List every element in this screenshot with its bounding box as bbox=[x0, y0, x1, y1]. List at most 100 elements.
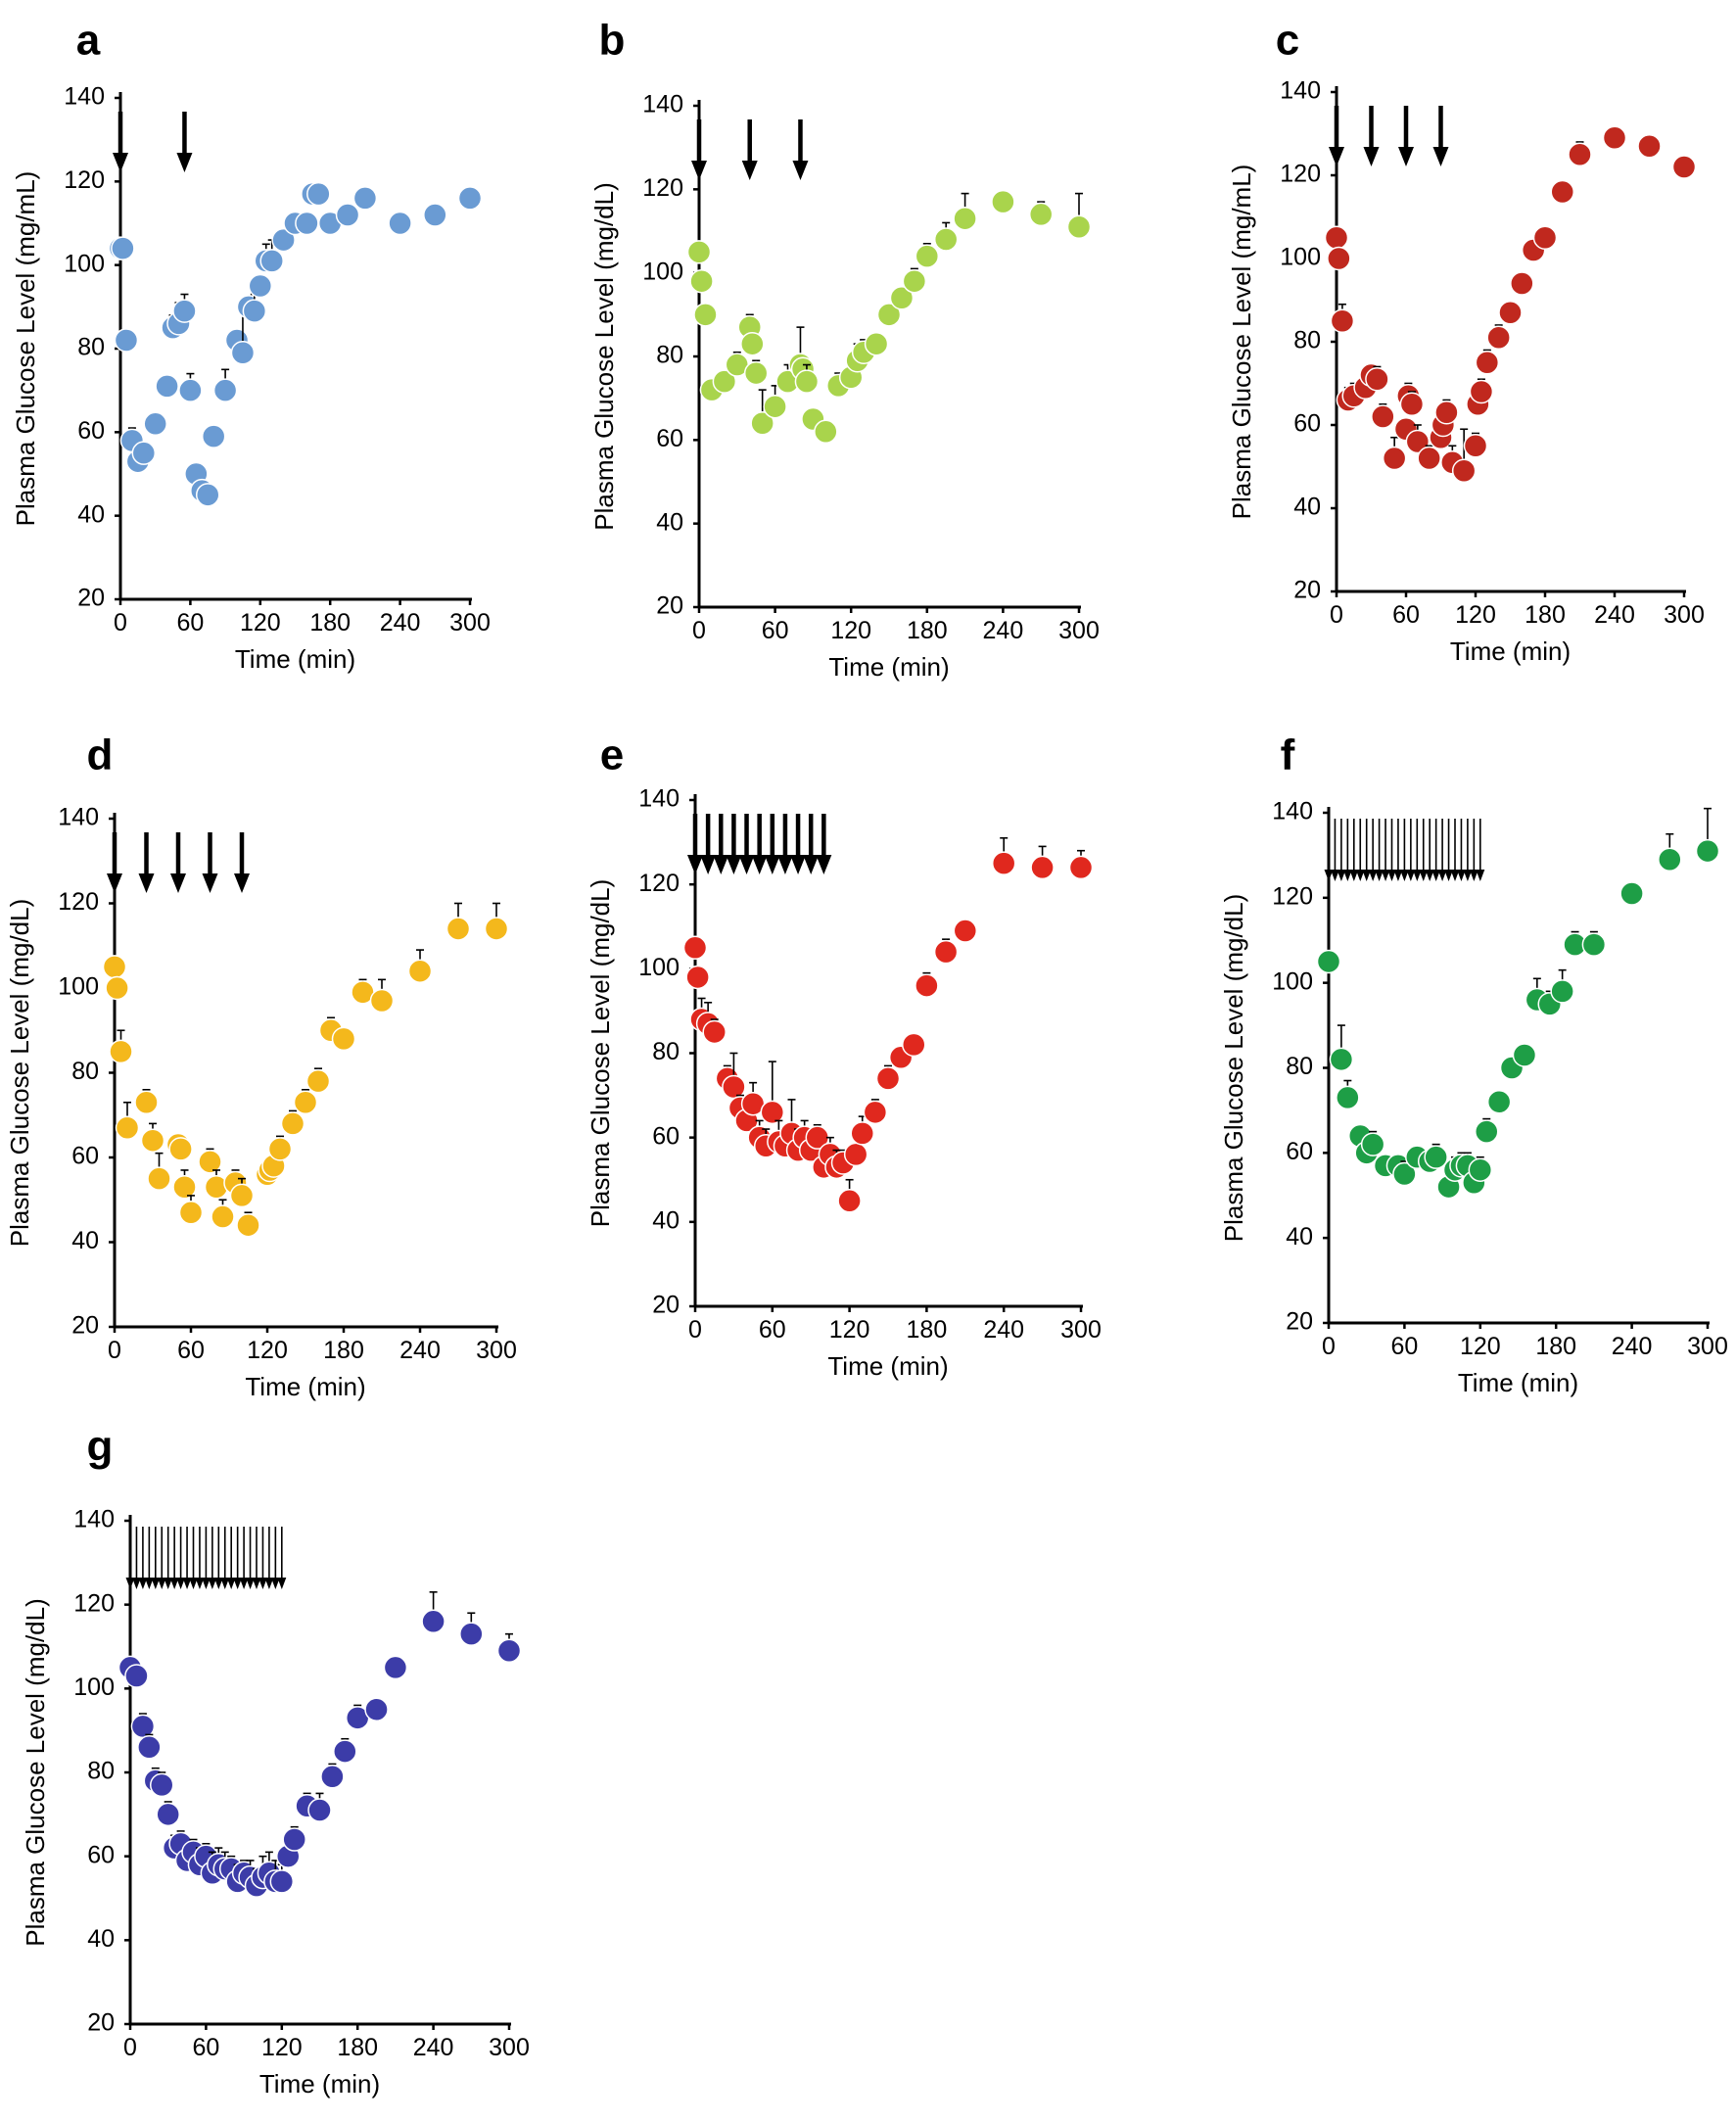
y-tick-label: 80 bbox=[656, 342, 683, 369]
data-point bbox=[1475, 1119, 1499, 1144]
y-tick-label: 100 bbox=[1280, 244, 1321, 271]
x-tick-label: 180 bbox=[337, 2034, 378, 2061]
x-axis-title: Time (min) bbox=[1450, 637, 1571, 666]
data-point bbox=[293, 1090, 318, 1115]
dose-arrow bbox=[246, 1527, 256, 1589]
chart-svg-e: e 20 40 60 80 100 120 140 0 60 120 180 240 300 Time (m… bbox=[586, 731, 1102, 1381]
data-point bbox=[1360, 1132, 1385, 1156]
data-point bbox=[282, 1827, 306, 1852]
x-tick-label: 60 bbox=[759, 1316, 786, 1344]
y-tick-label: 40 bbox=[1286, 1223, 1313, 1250]
data-point bbox=[1336, 1085, 1360, 1110]
dose-arrow bbox=[258, 1527, 267, 1589]
x-tick-label: 60 bbox=[1392, 601, 1420, 629]
x-tick-label: 120 bbox=[1460, 1333, 1501, 1360]
chart-panel-b: b 20 40 60 80 100 120 140 0 60 120 180 240 300 Time (m… bbox=[578, 0, 1126, 705]
data-point bbox=[1066, 214, 1092, 239]
dose-arrow bbox=[1337, 819, 1346, 881]
data-point bbox=[875, 1066, 901, 1091]
y-tick-label: 60 bbox=[1286, 1138, 1313, 1165]
y-tick-label: 100 bbox=[64, 250, 105, 277]
dose-arrow bbox=[1329, 106, 1344, 166]
data-point bbox=[1695, 838, 1720, 864]
dose-arrow bbox=[170, 832, 186, 893]
x-axis-title: Time (min) bbox=[827, 1351, 948, 1381]
y-tick-label: 140 bbox=[1280, 77, 1321, 105]
x-tick-label: 180 bbox=[309, 609, 351, 637]
dose-arrow bbox=[270, 1527, 280, 1589]
x-tick-label: 300 bbox=[1060, 1316, 1102, 1344]
y-tick-label: 120 bbox=[1272, 882, 1313, 910]
data-point bbox=[111, 236, 135, 260]
data-point bbox=[682, 935, 708, 961]
dose-arrow bbox=[1363, 106, 1380, 166]
data-point bbox=[794, 369, 820, 394]
chart-svg-a: a 20 40 60 80 100 120 140 0 60 120 180 240 300 Time (m… bbox=[11, 17, 491, 674]
y-tick-label: 40 bbox=[656, 508, 683, 536]
data-point bbox=[305, 1068, 331, 1094]
dose-arrow bbox=[687, 814, 703, 874]
data-point bbox=[134, 1090, 159, 1115]
dose-arrow bbox=[169, 1527, 179, 1589]
data-point bbox=[248, 273, 273, 299]
dose-arrow bbox=[1342, 819, 1352, 881]
data-point bbox=[933, 227, 959, 252]
dose-arrow bbox=[1444, 819, 1454, 881]
chart-svg-g: g 20 40 60 80 100 120 140 0 60 120 180 240 300 Time (m… bbox=[21, 1423, 530, 2098]
y-tick-label: 60 bbox=[77, 417, 105, 445]
dose-arrow bbox=[264, 1527, 274, 1589]
data-point bbox=[876, 303, 902, 327]
data-point bbox=[352, 186, 378, 211]
data-point bbox=[915, 973, 939, 998]
dose-arrow bbox=[700, 814, 717, 874]
dose-arrow bbox=[208, 1527, 217, 1589]
chart-panel-g: g 20 40 60 80 100 120 140 0 60 120 180 240 300 Time (m… bbox=[0, 1410, 587, 2117]
x-tick-label: 240 bbox=[983, 1316, 1024, 1344]
dose-arrow bbox=[176, 112, 193, 172]
data-point bbox=[307, 1798, 332, 1822]
data-point bbox=[1486, 1089, 1512, 1114]
y-tick-label: 40 bbox=[87, 1925, 115, 1953]
data-point bbox=[1510, 271, 1534, 296]
dose-arrow bbox=[138, 1527, 148, 1589]
data-point bbox=[1550, 979, 1574, 1004]
dose-arrow bbox=[1406, 819, 1416, 881]
y-tick-label: 140 bbox=[64, 83, 105, 111]
x-tick-label: 120 bbox=[261, 2034, 303, 2061]
data-point bbox=[421, 1609, 446, 1634]
data-point bbox=[889, 286, 915, 310]
y-tick-label: 120 bbox=[64, 166, 105, 194]
y-axis-title: Plasma Glucose Level (mg/dL) bbox=[1219, 894, 1248, 1242]
y-tick-label: 60 bbox=[1293, 410, 1321, 438]
chart-panel-e: e 20 40 60 80 100 120 140 0 60 120 180 240 300 Time (m… bbox=[578, 705, 1126, 1410]
data-point bbox=[280, 1111, 305, 1136]
dose-arrow bbox=[239, 1527, 249, 1589]
data-point bbox=[1424, 1145, 1448, 1169]
y-tick-label: 60 bbox=[87, 1841, 115, 1868]
x-tick-label: 60 bbox=[762, 617, 789, 644]
dose-arrow bbox=[107, 832, 122, 893]
y-tick-label: 20 bbox=[1293, 577, 1321, 604]
x-axis-title: Time (min) bbox=[1458, 1368, 1578, 1397]
dose-arrow bbox=[816, 814, 832, 874]
dose-arrow bbox=[138, 832, 155, 893]
dose-arrow bbox=[151, 1527, 161, 1589]
y-tick-label: 100 bbox=[73, 1674, 115, 1701]
y-tick-label: 140 bbox=[58, 804, 99, 831]
y-tick-label: 40 bbox=[1293, 494, 1321, 521]
dose-arrow bbox=[1349, 819, 1359, 881]
x-tick-label: 120 bbox=[829, 1316, 870, 1344]
data-point bbox=[1324, 225, 1349, 250]
y-tick-label: 140 bbox=[642, 91, 683, 118]
y-tick-label: 80 bbox=[1293, 327, 1321, 354]
data-point bbox=[196, 483, 220, 507]
data-point bbox=[105, 975, 129, 1001]
data-point bbox=[685, 965, 710, 990]
y-tick-label: 100 bbox=[638, 954, 680, 981]
y-tick-label: 140 bbox=[1272, 798, 1313, 825]
data-point bbox=[915, 244, 940, 268]
data-point bbox=[1619, 881, 1644, 906]
y-tick-label: 40 bbox=[77, 500, 105, 528]
dose-arrow bbox=[738, 814, 755, 874]
y-tick-label: 120 bbox=[642, 174, 683, 202]
